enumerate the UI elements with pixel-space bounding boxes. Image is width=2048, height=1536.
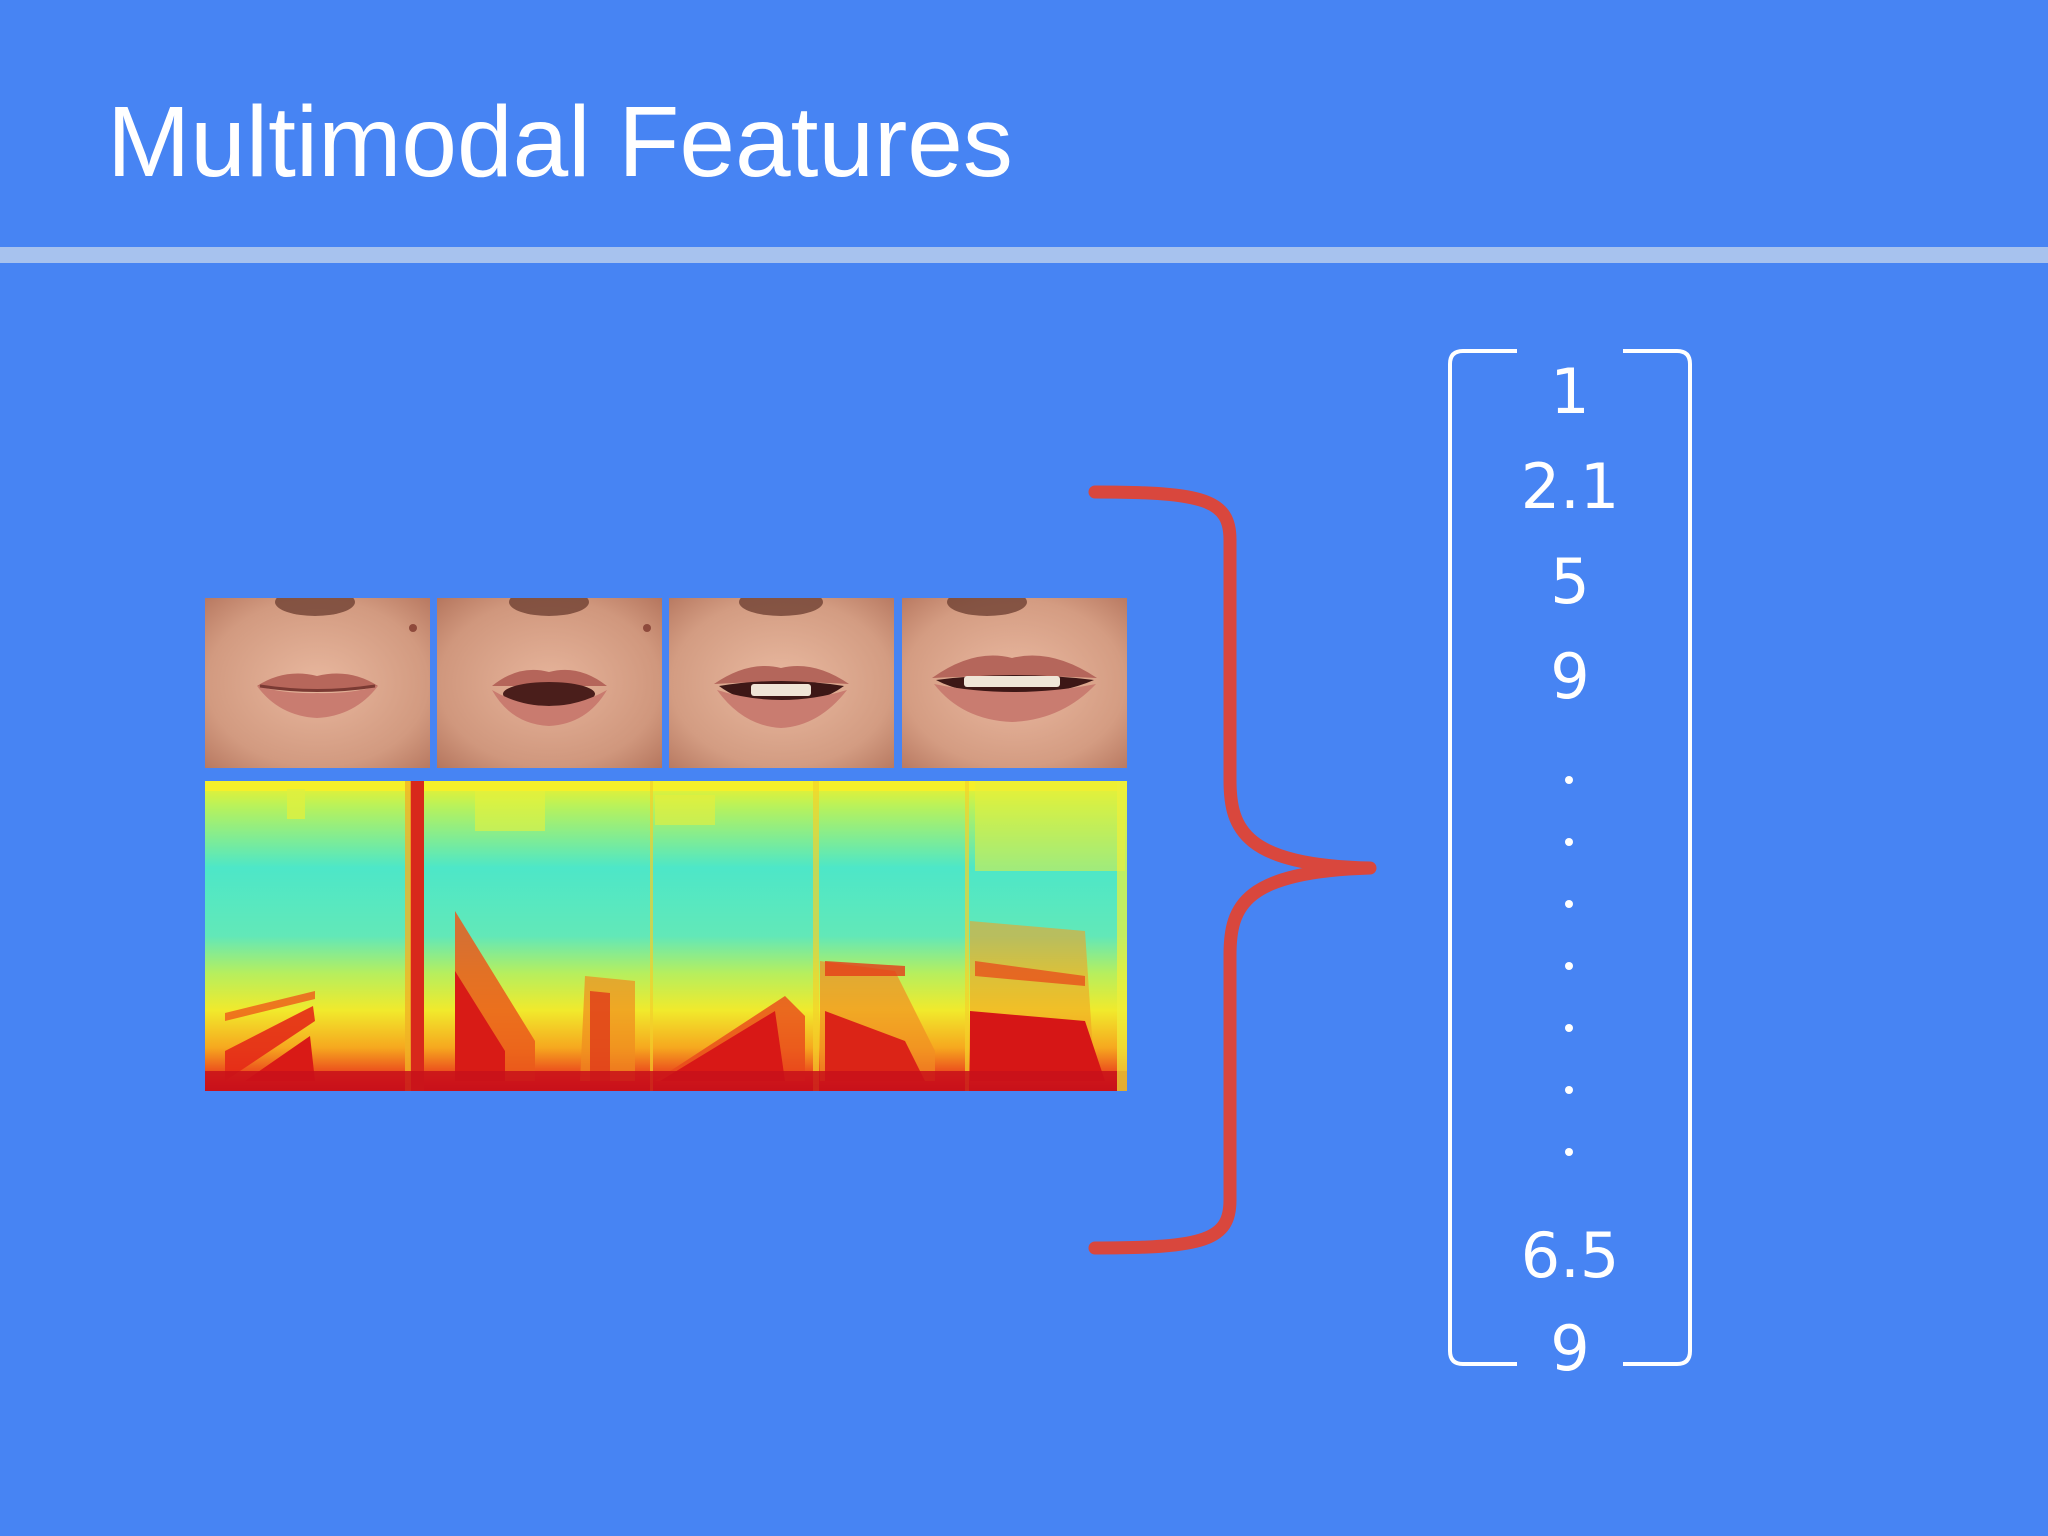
ellipsis-dot (1565, 962, 1573, 970)
feature-vector: 1 2.1 5 9 6.5 9 (1465, 352, 1675, 1385)
mouth-frame-3 (669, 598, 894, 768)
ellipsis-dot (1565, 1148, 1573, 1156)
vector-value: 2.1 (1520, 450, 1620, 523)
ellipsis-dot (1565, 776, 1573, 784)
mouth-frame-1 (205, 598, 430, 768)
mouth-frame-4 (902, 598, 1127, 768)
vector-value: 1 (1550, 355, 1590, 428)
grouping-brace (1088, 485, 1377, 1255)
ellipsis-dot (1565, 1024, 1573, 1032)
ellipsis-dot (1565, 1086, 1573, 1094)
slide-title: Multimodal Features (107, 86, 1013, 198)
ellipsis-dot (1565, 900, 1573, 908)
vector-value: 9 (1550, 1312, 1590, 1385)
mouth-frame-2 (437, 598, 662, 768)
vector-value: 5 (1550, 545, 1590, 618)
vector-value: 6.5 (1520, 1219, 1620, 1292)
vector-value: 9 (1550, 640, 1590, 713)
mouth-frames-strip (205, 598, 1127, 768)
vector-bracket (1448, 349, 1692, 1366)
audio-spectrogram (205, 781, 1127, 1091)
ellipsis-dot (1565, 838, 1573, 846)
title-divider (0, 247, 2048, 263)
